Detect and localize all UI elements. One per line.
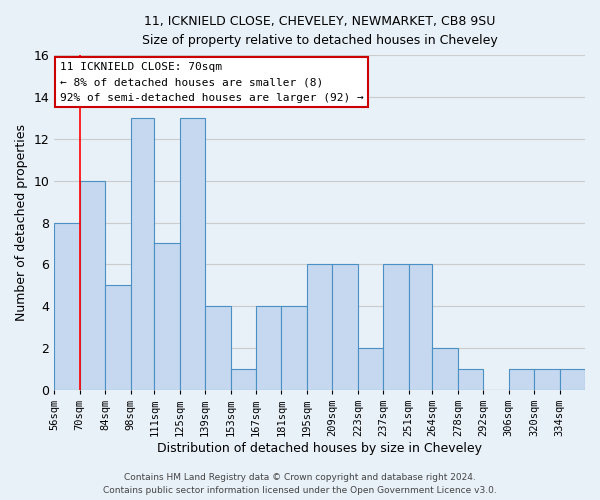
Bar	[307, 264, 332, 390]
Text: 11 ICKNIELD CLOSE: 70sqm
← 8% of detached houses are smaller (8)
92% of semi-det: 11 ICKNIELD CLOSE: 70sqm ← 8% of detache…	[59, 62, 364, 103]
Text: Contains HM Land Registry data © Crown copyright and database right 2024.
Contai: Contains HM Land Registry data © Crown c…	[103, 474, 497, 495]
Bar	[54, 222, 80, 390]
X-axis label: Distribution of detached houses by size in Cheveley: Distribution of detached houses by size …	[157, 442, 482, 455]
Bar	[230, 369, 256, 390]
Title: 11, ICKNIELD CLOSE, CHEVELEY, NEWMARKET, CB8 9SU
Size of property relative to de: 11, ICKNIELD CLOSE, CHEVELEY, NEWMARKET,…	[142, 15, 497, 47]
Bar	[383, 264, 409, 390]
Bar	[409, 264, 433, 390]
Bar	[281, 306, 307, 390]
Bar	[80, 180, 105, 390]
Y-axis label: Number of detached properties: Number of detached properties	[15, 124, 28, 321]
Bar	[154, 244, 179, 390]
Bar	[433, 348, 458, 390]
Bar	[256, 306, 281, 390]
Bar	[358, 348, 383, 390]
Bar	[458, 369, 483, 390]
Bar	[131, 118, 154, 390]
Bar	[560, 369, 585, 390]
Bar	[205, 306, 230, 390]
Bar	[332, 264, 358, 390]
Bar	[105, 286, 131, 390]
Bar	[179, 118, 205, 390]
Bar	[534, 369, 560, 390]
Bar	[509, 369, 534, 390]
